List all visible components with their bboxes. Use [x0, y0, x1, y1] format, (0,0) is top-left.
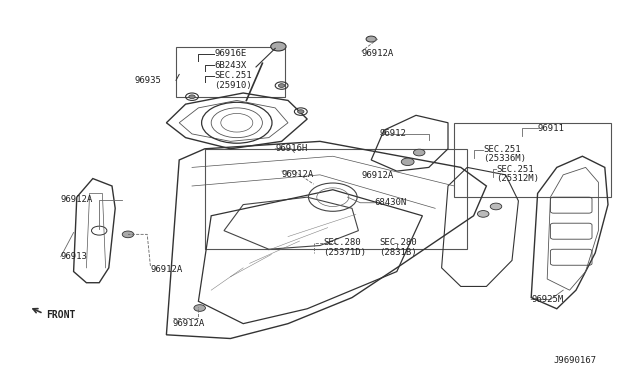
Text: 96912A: 96912A	[173, 319, 205, 328]
Circle shape	[278, 84, 285, 87]
Text: 96912A: 96912A	[282, 170, 314, 179]
Text: SEC.251: SEC.251	[483, 145, 521, 154]
Circle shape	[298, 110, 304, 113]
Text: 96925M: 96925M	[531, 295, 563, 304]
Text: 96911: 96911	[538, 124, 564, 133]
Text: 68430N: 68430N	[374, 198, 406, 207]
Text: 96912A: 96912A	[150, 265, 182, 274]
Circle shape	[271, 42, 286, 51]
Text: SEC.280: SEC.280	[323, 238, 361, 247]
Text: (25336M): (25336M)	[483, 154, 526, 163]
Text: 96913: 96913	[61, 252, 88, 261]
Text: (2831B): (2831B)	[379, 248, 417, 257]
Text: 96916H: 96916H	[275, 144, 307, 153]
Text: J9690167: J9690167	[554, 356, 596, 365]
Text: FRONT: FRONT	[46, 310, 76, 320]
Circle shape	[477, 211, 489, 217]
Text: SEC.251: SEC.251	[214, 71, 252, 80]
Text: SEC.280: SEC.280	[379, 238, 417, 247]
Circle shape	[401, 158, 414, 166]
Circle shape	[189, 95, 195, 99]
Text: (25371D): (25371D)	[323, 248, 366, 257]
Text: (25910): (25910)	[214, 81, 252, 90]
Text: 96912A: 96912A	[61, 195, 93, 204]
Circle shape	[366, 36, 376, 42]
Text: 6B243X: 6B243X	[214, 61, 246, 70]
Text: SEC.251: SEC.251	[496, 165, 534, 174]
Circle shape	[413, 149, 425, 156]
Text: 96935: 96935	[134, 76, 161, 85]
Text: 96912A: 96912A	[362, 171, 394, 180]
Circle shape	[490, 203, 502, 210]
Text: 96912: 96912	[380, 129, 406, 138]
Text: 96912A: 96912A	[362, 49, 394, 58]
Text: 96916E: 96916E	[214, 49, 246, 58]
Circle shape	[194, 305, 205, 311]
Circle shape	[122, 231, 134, 238]
Text: (25312M): (25312M)	[496, 174, 539, 183]
